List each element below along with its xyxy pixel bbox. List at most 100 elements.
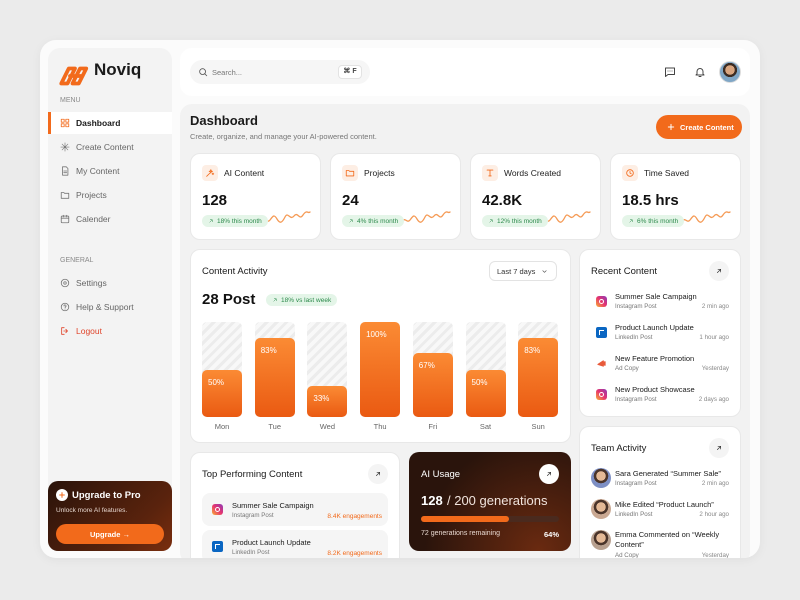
trend-arrow bbox=[209, 219, 213, 223]
stat-value: 24 bbox=[342, 192, 359, 209]
change-text: 18% this month bbox=[217, 217, 262, 225]
icon-shape bbox=[486, 169, 494, 177]
ai-usage-rest: / 200 generations bbox=[447, 493, 548, 508]
change-badge: 4% this month bbox=[342, 215, 405, 227]
search-icon bbox=[199, 68, 208, 77]
menu-item[interactable]: Dashboard bbox=[76, 117, 121, 128]
icon-shape bbox=[60, 192, 70, 199]
icon-shape bbox=[717, 446, 721, 450]
icon-shape bbox=[597, 360, 606, 367]
icon-shape bbox=[62, 166, 69, 176]
sparkline bbox=[261, 211, 311, 223]
icon-shape bbox=[665, 67, 675, 77]
team-title: Team Activity bbox=[591, 442, 647, 454]
ai-usage-percent: 64% bbox=[543, 529, 559, 539]
item-type: Ad Copy bbox=[615, 551, 639, 558]
messages-icon[interactable] bbox=[664, 66, 676, 78]
create-button-text: Create Content bbox=[680, 122, 734, 132]
icon-shape bbox=[60, 215, 70, 224]
change-badge: 18% vs last week bbox=[266, 294, 338, 306]
open-arrow bbox=[376, 472, 380, 476]
stat-label: AI Content bbox=[224, 167, 265, 178]
trend-arrow bbox=[489, 219, 493, 223]
menu-icon bbox=[60, 302, 70, 312]
icon-shape bbox=[61, 327, 68, 335]
search-placeholder: Search... bbox=[212, 67, 243, 77]
bar-label: 50% bbox=[208, 377, 225, 387]
top-title: Top Performing Content bbox=[202, 468, 303, 480]
menu-item[interactable]: Logout bbox=[76, 325, 102, 336]
day-label: Sun bbox=[531, 421, 545, 431]
menu-item[interactable]: Calender bbox=[76, 213, 111, 224]
progress-fill bbox=[421, 516, 510, 522]
stat-value: 18.5 hrs bbox=[622, 192, 679, 209]
item-time: Yesterday bbox=[701, 551, 729, 558]
stat-icon bbox=[626, 169, 634, 177]
instagram-lens bbox=[599, 392, 604, 397]
day-label: Thu bbox=[373, 421, 387, 431]
item-metric: 8.2K engagements bbox=[327, 549, 382, 557]
item-time: 1 hour ago bbox=[699, 333, 729, 341]
icon-shape bbox=[60, 118, 65, 123]
bar-label: 33% bbox=[313, 393, 330, 403]
linkedin-icon bbox=[596, 327, 607, 338]
menu-item[interactable]: Create Content bbox=[76, 141, 134, 152]
bar-label: 50% bbox=[471, 377, 488, 387]
icon-shape bbox=[60, 278, 70, 288]
open-arrow bbox=[547, 472, 551, 476]
upgrade-button[interactable] bbox=[56, 524, 164, 544]
menu-item[interactable]: Settings bbox=[76, 277, 107, 288]
stat-label: Projects bbox=[364, 167, 395, 178]
menu-item[interactable]: Help & Support bbox=[76, 301, 134, 312]
change-badge: 18% this month bbox=[202, 215, 268, 227]
app-stage: Noviq MENU Dashboard Create Content My Conte… bbox=[40, 40, 760, 558]
bar bbox=[518, 338, 559, 417]
change-badge: 12% this month bbox=[482, 215, 548, 227]
item-title: New Feature Promotion bbox=[615, 353, 695, 363]
linkedin-mark bbox=[599, 330, 604, 335]
icon-shape bbox=[401, 211, 451, 223]
item-type: Instagram Post bbox=[615, 395, 657, 403]
icon-shape bbox=[65, 118, 70, 123]
icon-shape bbox=[349, 219, 353, 223]
page-title: Dashboard bbox=[190, 113, 258, 128]
filter-select[interactable] bbox=[489, 261, 557, 281]
app-window: Noviq MENU Dashboard Create Content My Conte… bbox=[40, 40, 760, 558]
item-type: Ad Copy bbox=[615, 364, 639, 372]
menu-icon bbox=[60, 214, 70, 224]
day-label: Tue bbox=[268, 421, 282, 431]
bar bbox=[307, 385, 348, 417]
user-avatar[interactable] bbox=[719, 61, 741, 83]
menu-icon bbox=[61, 327, 68, 335]
linkedin-mark bbox=[215, 544, 220, 549]
menu-label: MENU bbox=[60, 97, 81, 104]
activity-text: Emma Commented on “Weekly Content” bbox=[615, 530, 720, 549]
item-time: 2 min ago bbox=[701, 302, 729, 310]
icon-shape bbox=[542, 270, 547, 273]
change-text: 4% this month bbox=[357, 217, 399, 225]
ai-usage-used: 128 bbox=[421, 493, 443, 508]
change-text: 18% vs last week bbox=[281, 296, 332, 304]
notifications-icon[interactable] bbox=[694, 66, 706, 78]
icon-shape bbox=[63, 170, 68, 174]
icon-shape bbox=[629, 170, 632, 175]
sparkline bbox=[541, 211, 591, 223]
icon-shape bbox=[60, 302, 70, 312]
sparkline bbox=[681, 211, 731, 223]
stat-value: 128 bbox=[202, 192, 228, 209]
menu-item[interactable]: Projects bbox=[76, 189, 107, 200]
icon-shape bbox=[199, 68, 206, 75]
day-label: Sat bbox=[479, 421, 492, 431]
menu-item[interactable]: My Content bbox=[76, 165, 120, 176]
icon-shape bbox=[63, 304, 67, 310]
menu-item-active[interactable] bbox=[48, 112, 172, 134]
icon-shape bbox=[629, 219, 633, 223]
stat-icon bbox=[486, 169, 494, 177]
linkedin-icon bbox=[212, 541, 223, 552]
item-metric: 8.4K engagements bbox=[327, 512, 382, 520]
change-text: 12% this month bbox=[497, 217, 542, 225]
instagram-lens bbox=[215, 507, 220, 512]
shortcut-badge bbox=[338, 65, 362, 79]
create-plus bbox=[667, 123, 675, 131]
page-subtitle: Create, organize, and manage your AI-pow… bbox=[190, 131, 377, 141]
